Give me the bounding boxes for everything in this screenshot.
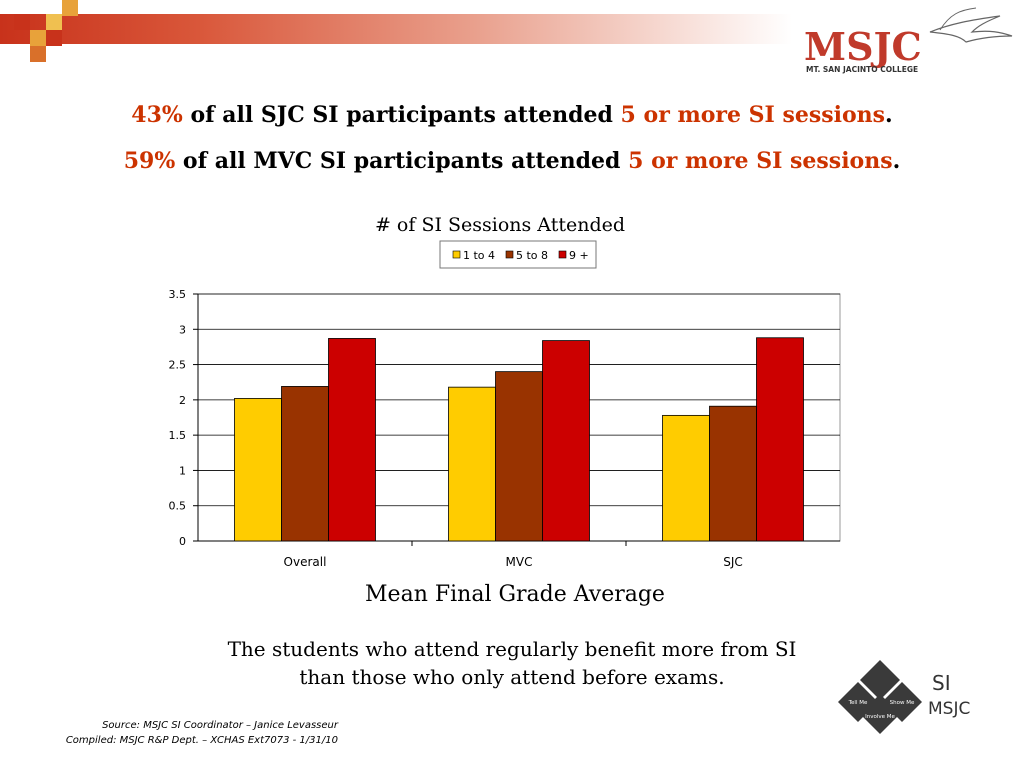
si-msjc-logo: Tell Me Show Me Involve Me SI MSJC (828, 656, 988, 734)
header-square (30, 30, 46, 46)
bar-sjc-2 (709, 405, 757, 542)
x-tick-label: Overall (284, 555, 327, 569)
legend-box (439, 240, 597, 269)
source-line-1: Source: MSJC SI Coordinator – Janice Lev… (102, 720, 338, 731)
summary-line-1: The students who attend regularly benefi… (227, 637, 797, 661)
si-logo-tell: Tell Me (848, 700, 868, 706)
headline-mvc: 59% of all MVC SI participants attended … (0, 148, 1024, 174)
y-tick-label: 2.5 (169, 359, 187, 372)
y-tick-label: 1.5 (169, 429, 187, 442)
headline-sjc-text: of all SJC SI participants attended (190, 102, 613, 128)
header-square (14, 14, 30, 30)
y-tick-label: 3 (179, 323, 186, 336)
bar-overall-3 (328, 338, 376, 542)
legend-swatch (558, 250, 567, 259)
y-tick-label: 3.5 (169, 288, 187, 301)
header-square (30, 46, 46, 62)
bar-sjc-3 (756, 337, 804, 542)
summary-line-2: than those who only attend before exams. (299, 665, 725, 689)
headline-sjc-highlight: 5 or more SI sessions (620, 102, 886, 128)
si-logo-msjc: MSJC (928, 699, 970, 719)
logo-name: MSJC (804, 24, 922, 69)
x-axis-label: Mean Final Grade Average (365, 582, 665, 607)
headline-sjc: 43% of all SJC SI participants attended … (0, 102, 1024, 128)
header-square (62, 0, 78, 16)
bar-sjc-1 (662, 414, 710, 542)
y-tick-label: 0 (179, 535, 186, 548)
bar-mvc-3 (542, 340, 590, 542)
headline-sjc-period: . (885, 102, 893, 128)
bar-overall-2 (281, 386, 329, 542)
header-square (46, 14, 62, 30)
x-tick-label: MVC (506, 555, 533, 569)
chart-title: # of SI Sessions Attended (375, 214, 625, 236)
headline-mvc-highlight: 5 or more SI sessions (628, 148, 893, 174)
headline-mvc-pct: 59% (123, 148, 176, 174)
bar-mvc-1 (448, 386, 496, 542)
header-square (46, 30, 62, 46)
legend-label: 9 + (569, 249, 589, 262)
source-line-2: Compiled: MSJC R&P Dept. – XCHAS Ext7073… (65, 735, 338, 746)
si-logo-show: Show Me (890, 700, 915, 706)
y-tick-label: 0.5 (169, 500, 187, 513)
headline-sjc-pct: 43% (131, 102, 183, 128)
bar-overall-1 (234, 398, 282, 542)
legend-label: 5 to 8 (516, 249, 548, 262)
bar-mvc-2 (495, 371, 543, 542)
headline-mvc-period: . (892, 148, 901, 174)
si-logo-involve: Involve Me (865, 714, 895, 720)
header-gradient-bar (0, 14, 792, 44)
x-tick-label: SJC (723, 555, 743, 569)
logo-subtitle: MT. SAN JACINTO COLLEGE (806, 65, 918, 74)
msjc-logo: MSJC MT. SAN JACINTO COLLEGE (804, 7, 1013, 74)
y-tick-label: 2 (179, 394, 186, 407)
legend-swatch (505, 250, 514, 259)
y-tick-label: 1 (179, 464, 186, 477)
headline-mvc-text: of all MVC SI participants attended (182, 148, 621, 174)
eagle-icon (929, 15, 1013, 43)
legend-label: 1 to 4 (463, 249, 495, 262)
legend-swatch (452, 250, 461, 259)
si-logo-si: SI (932, 671, 951, 695)
